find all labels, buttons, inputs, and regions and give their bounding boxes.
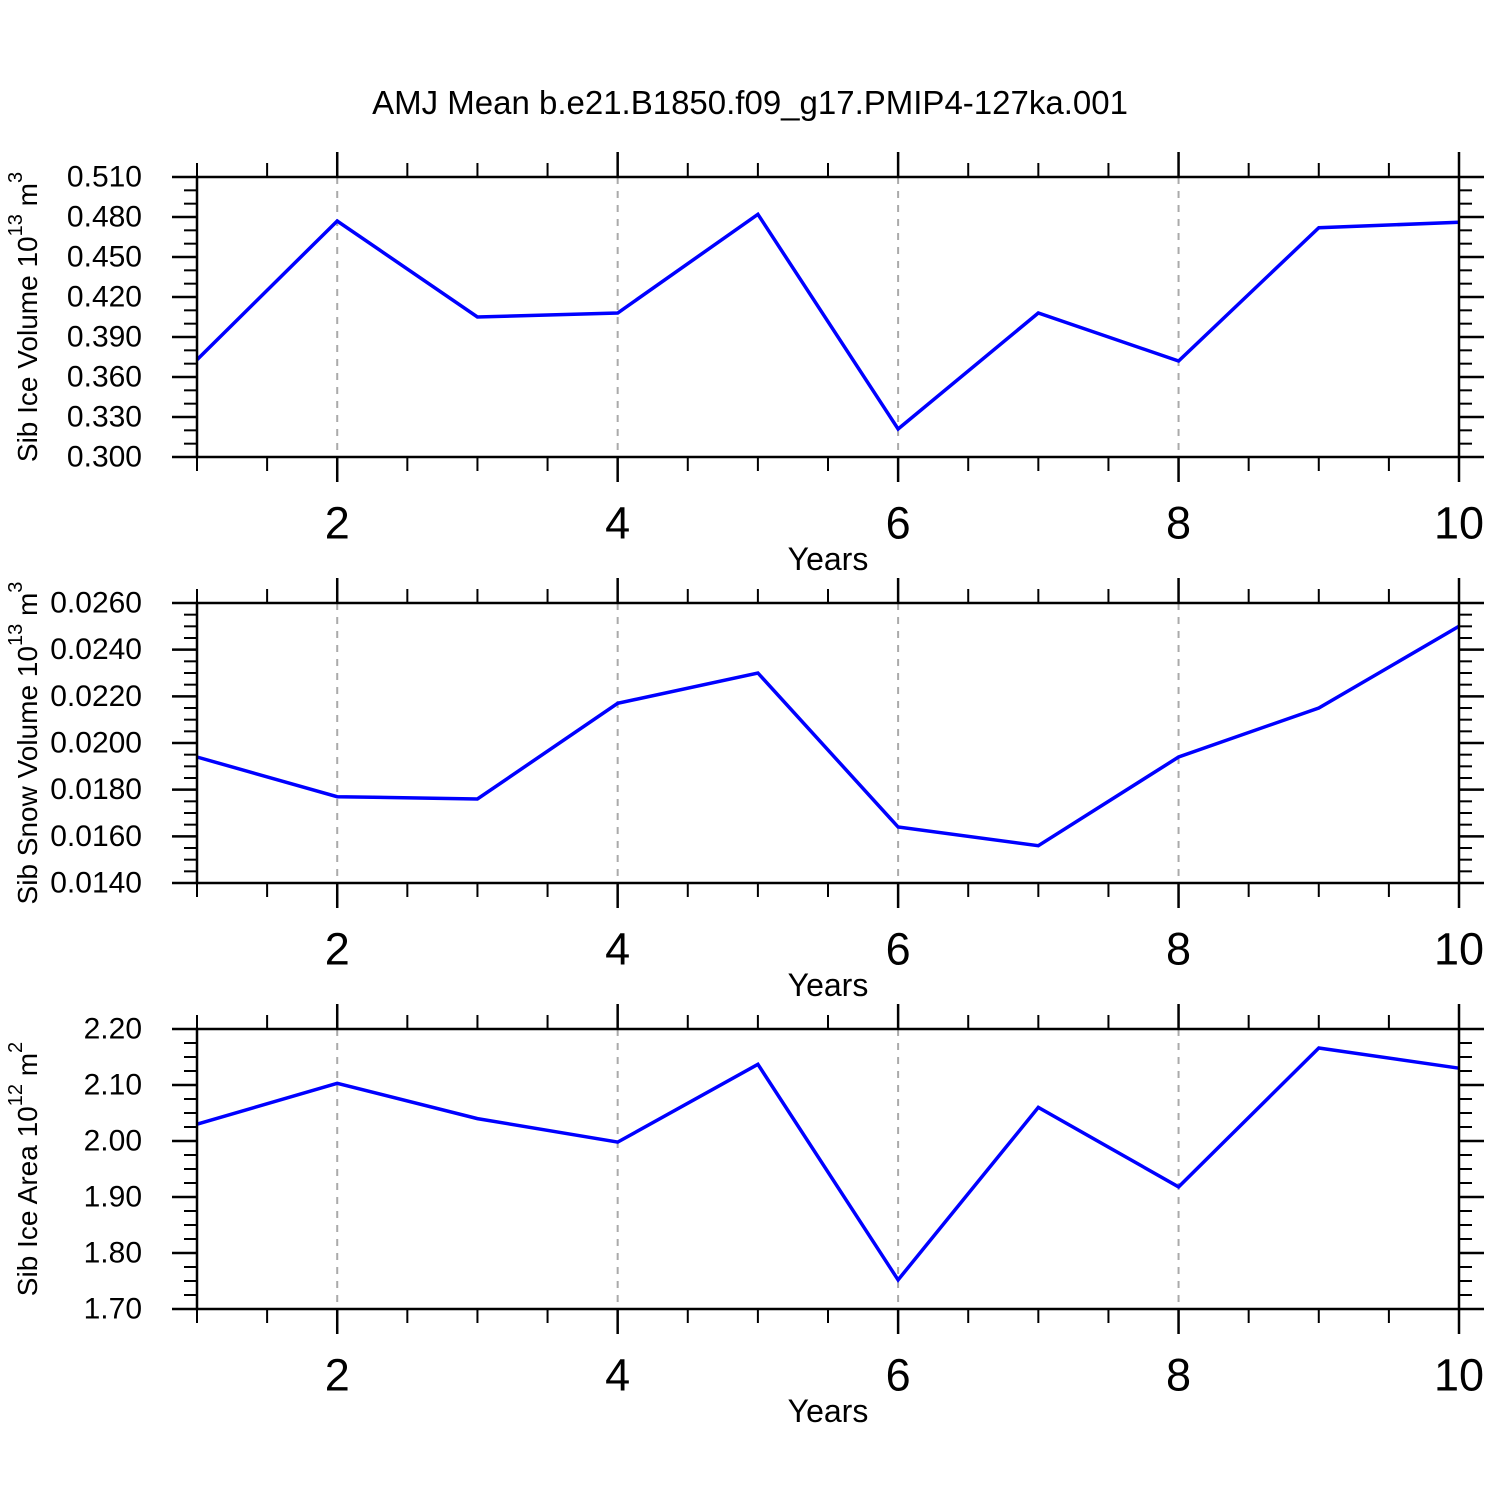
x-tick-label: 6 xyxy=(886,924,911,975)
x-tick-label: 6 xyxy=(886,498,911,549)
x-tick-label: 2 xyxy=(325,1350,350,1401)
x-tick-label: 8 xyxy=(1166,1350,1191,1401)
y-tick-label: 0.0140 xyxy=(50,867,142,900)
y-tick-label: 1.80 xyxy=(84,1237,142,1270)
y-tick-label: 0.420 xyxy=(67,281,142,314)
x-axis-title: Years xyxy=(788,541,869,577)
x-tick-label: 4 xyxy=(605,924,630,975)
x-tick-label: 8 xyxy=(1166,924,1191,975)
x-tick-label: 6 xyxy=(886,1350,911,1401)
x-tick-label: 8 xyxy=(1166,498,1191,549)
y-tick-label: 0.390 xyxy=(67,321,142,354)
panel-sib-ice-area: 1.70 1.80 1.90 2.00 2.10 2.20 2 4 6 8 10 Years Sib I… xyxy=(5,1004,1484,1429)
y-tick-label: 2.00 xyxy=(84,1125,142,1158)
y-tick-label: 1.70 xyxy=(84,1293,142,1326)
x-axis-title: Years xyxy=(788,967,869,1003)
panel-sib-snow-volume: 0.0140 0.0160 0.0180 0.0200 0.0220 0.0240 0.02… xyxy=(5,578,1484,1003)
x-tick-label: 10 xyxy=(1434,1350,1484,1401)
y-tick-label: 0.300 xyxy=(67,441,142,474)
y-tick-label: 1.90 xyxy=(84,1181,142,1214)
y-tick-label: 0.480 xyxy=(67,201,142,234)
x-tick-label: 10 xyxy=(1434,498,1484,549)
y-axis-title: Sib Snow Volume 1013 m3 xyxy=(5,582,43,905)
x-tick-label: 4 xyxy=(605,498,630,549)
y-tick-label: 0.0260 xyxy=(50,587,142,620)
y-tick-label: 0.330 xyxy=(67,401,142,434)
y-tick-label: 0.0200 xyxy=(50,727,142,760)
plot-frame xyxy=(195,601,1461,885)
series-line-sib-ice-volume xyxy=(195,211,1460,432)
y-axis-title: Sib Ice Area 1012 m2 xyxy=(5,1042,43,1296)
x-tick-label: 2 xyxy=(325,498,350,549)
x-axis-title: Years xyxy=(788,1393,869,1429)
y-tick-label: 0.0180 xyxy=(50,773,142,806)
y-tick-label: 0.360 xyxy=(67,361,142,394)
x-tick-label: 2 xyxy=(325,924,350,975)
y-tick-label: 2.20 xyxy=(84,1013,142,1046)
x-tick-label: 10 xyxy=(1434,924,1484,975)
y-axis-title: Sib Ice Volume 1013 m3 xyxy=(5,172,43,462)
plot-frame xyxy=(195,175,1461,459)
y-tick-label: 0.0240 xyxy=(50,633,142,666)
y-tick-label: 0.0220 xyxy=(50,680,142,713)
series-line-sib-snow-volume xyxy=(196,624,1460,848)
figure-title: AMJ Mean b.e21.B1850.f09_g17.PMIP4-127ka… xyxy=(372,84,1128,121)
x-tick-label: 4 xyxy=(605,1350,630,1401)
y-tick-label: 0.450 xyxy=(67,241,142,274)
y-tick-label: 0.510 xyxy=(67,161,142,194)
panel-sib-ice-volume: 0.300 0.330 0.360 0.390 0.420 0.450 0.480 0.510… xyxy=(5,152,1484,577)
series-line-sib-ice-area xyxy=(196,1046,1460,1283)
y-tick-label: 0.0160 xyxy=(50,820,142,853)
y-tick-label: 2.10 xyxy=(84,1069,142,1102)
